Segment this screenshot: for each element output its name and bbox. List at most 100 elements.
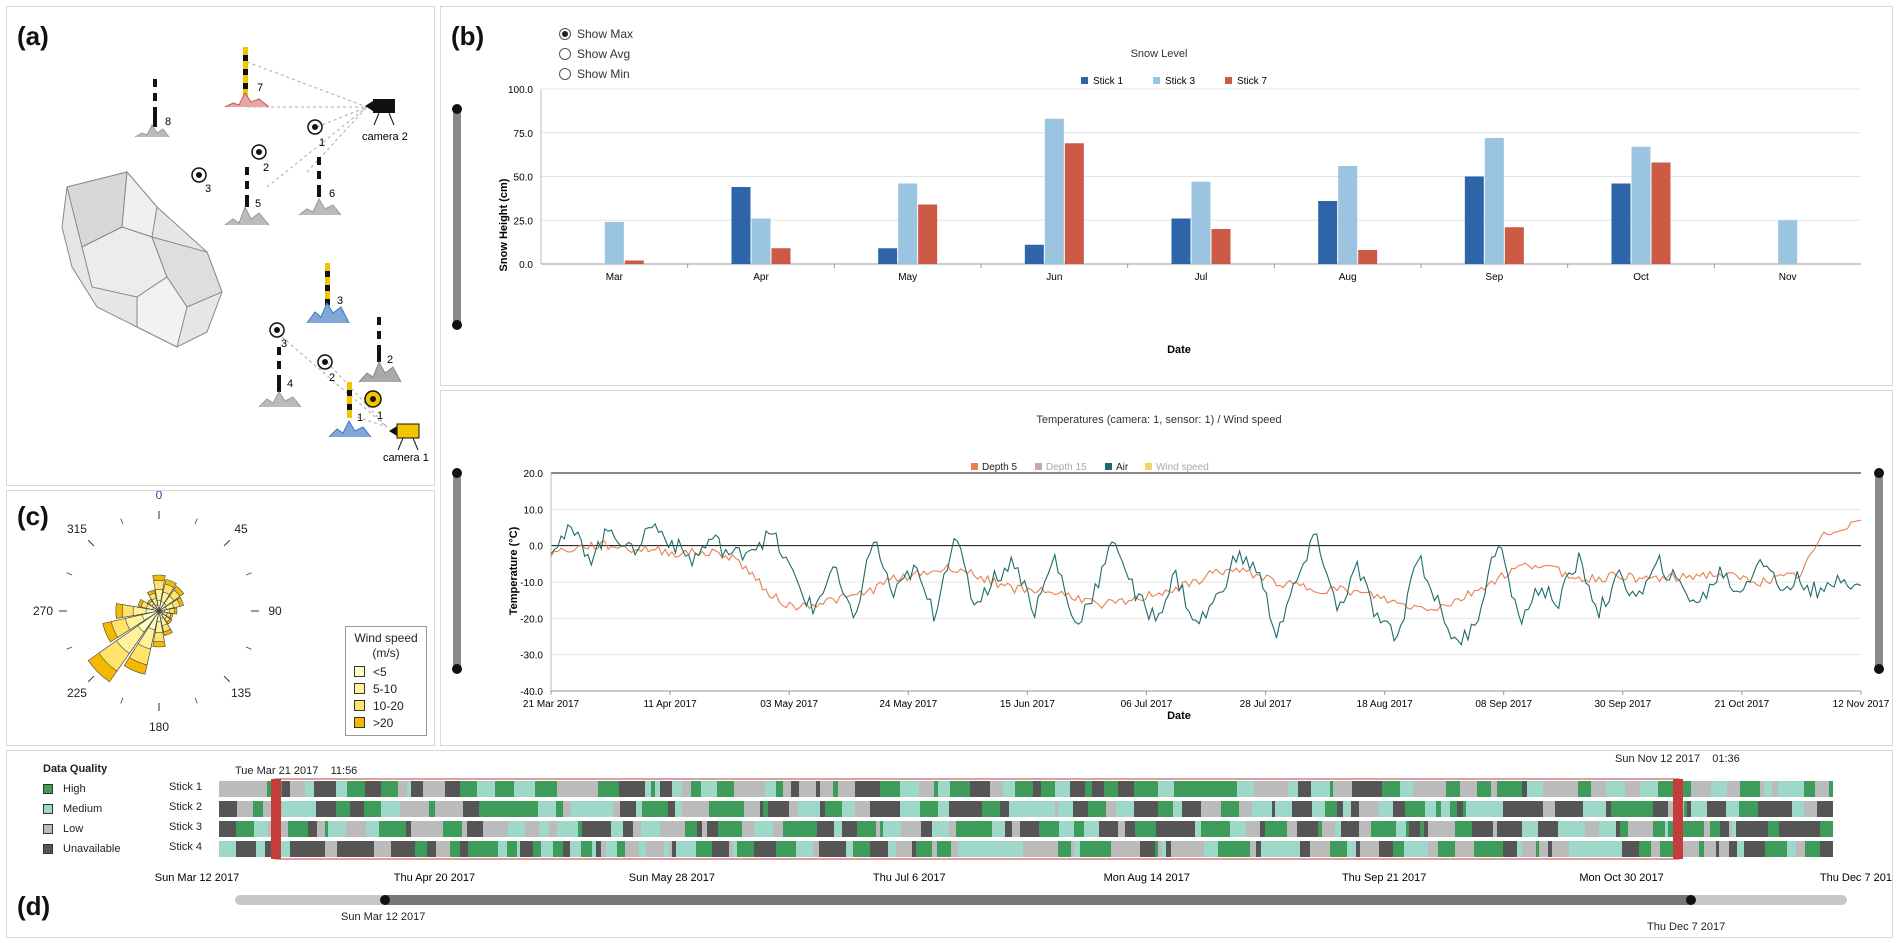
quality-cell — [1514, 821, 1522, 837]
rose-petal[interactable] — [148, 610, 160, 631]
range-end-marker[interactable] — [1673, 779, 1683, 859]
temp-vertical-scrollbar-right[interactable] — [1874, 468, 1884, 674]
quality-cell — [1420, 821, 1424, 837]
rose-petal[interactable] — [158, 606, 167, 612]
quality-cell — [1522, 821, 1538, 837]
rose-petal[interactable] — [145, 608, 160, 614]
legend-label[interactable]: Depth 15 — [1046, 462, 1087, 473]
quality-cell — [1438, 841, 1455, 857]
quality-cell — [536, 841, 541, 857]
snow-vertical-scrollbar[interactable] — [452, 104, 462, 330]
quality-cell — [783, 821, 800, 837]
radio-dot[interactable] — [559, 28, 571, 40]
quality-cell — [305, 781, 314, 797]
temp-y-axis-label: Temperature (°C) — [508, 526, 520, 615]
bar[interactable] — [731, 187, 751, 264]
legend-label[interactable]: Wind speed — [1156, 462, 1209, 473]
quality-cell — [1691, 801, 1707, 817]
show-avg-radio[interactable]: Show Avg — [559, 47, 630, 61]
range-start-marker[interactable] — [271, 779, 281, 859]
x-tick-label: 03 May 2017 — [760, 699, 818, 710]
temp-x-axis-label: Date — [1167, 710, 1191, 722]
bar[interactable] — [918, 204, 938, 265]
bar[interactable] — [1024, 244, 1044, 264]
rose-petal[interactable] — [156, 610, 162, 623]
show-max-radio[interactable]: Show Max — [559, 27, 633, 41]
quality-cell — [733, 841, 737, 857]
rose-angle-label: 45 — [234, 522, 248, 536]
quality-cell — [1058, 841, 1071, 857]
rose-petal[interactable] — [137, 610, 160, 633]
quality-cell — [765, 781, 776, 797]
bar[interactable] — [1211, 229, 1231, 264]
quality-cell — [1744, 841, 1756, 857]
quality-cell — [282, 801, 302, 817]
bar[interactable] — [1338, 166, 1358, 264]
quality-cell — [1519, 801, 1526, 817]
temp-vertical-scrollbar-left[interactable] — [452, 468, 462, 674]
quality-cell — [608, 821, 611, 837]
quality-cell — [337, 841, 343, 857]
bar[interactable] — [1778, 220, 1798, 264]
radio-dot[interactable] — [559, 48, 571, 60]
rose-angle-label: 225 — [67, 686, 87, 700]
quality-cell — [842, 801, 855, 817]
bar[interactable] — [1191, 181, 1211, 264]
bar[interactable] — [1504, 227, 1524, 264]
camera-2-icon — [365, 99, 395, 126]
rose-petal[interactable] — [155, 604, 160, 612]
bar[interactable] — [771, 248, 791, 264]
bar[interactable] — [1484, 138, 1504, 264]
slider-end-label: Thu Dec 7 2017 — [1647, 921, 1726, 933]
sensor-label: 2 — [263, 162, 269, 174]
quality-cell — [696, 841, 712, 857]
quality-cell — [571, 801, 590, 817]
quality-cell — [1732, 821, 1736, 837]
legend-label[interactable]: Air — [1116, 462, 1129, 473]
quality-cell — [1085, 781, 1092, 797]
bar[interactable] — [1044, 118, 1064, 264]
quality-cell — [396, 821, 406, 837]
bar[interactable] — [1171, 218, 1191, 265]
bar[interactable] — [1631, 146, 1651, 264]
quality-cell — [880, 781, 889, 797]
quality-cell — [855, 801, 861, 817]
timeline-slider-range[interactable] — [385, 895, 1691, 905]
bar[interactable] — [604, 222, 624, 264]
quality-cell — [1322, 821, 1326, 837]
rose-petal[interactable] — [156, 599, 162, 612]
bar[interactable] — [1464, 176, 1484, 265]
data-quality-timeline[interactable]: Sun Mar 12 2017 Thu Apr 20 2017 Sun May 28… — [7, 751, 1892, 937]
bar[interactable] — [751, 218, 771, 265]
bar[interactable] — [1611, 183, 1631, 265]
quality-cell — [672, 821, 685, 837]
quality-cell — [1425, 801, 1436, 817]
quality-cell — [633, 821, 641, 837]
slider-end-handle[interactable] — [1686, 895, 1696, 905]
bar[interactable] — [1318, 201, 1338, 264]
stick-label: 8 — [165, 116, 171, 128]
show-min-radio[interactable]: Show Min — [559, 67, 630, 81]
quality-cell — [1792, 801, 1804, 817]
quality-cell — [796, 841, 813, 857]
quality-cell — [281, 841, 285, 857]
bar[interactable] — [1651, 162, 1671, 265]
stick-label: 2 — [387, 354, 393, 366]
rose-petal[interactable] — [158, 610, 164, 619]
quality-cell — [1365, 781, 1382, 797]
dq-legend-unavailable: Unavailable — [43, 839, 120, 859]
quality-cell — [1125, 821, 1135, 837]
quality-cell — [1740, 781, 1760, 797]
bar[interactable] — [898, 183, 918, 265]
bar[interactable] — [1358, 250, 1378, 264]
slider-start-handle[interactable] — [380, 895, 390, 905]
panel-label-b: (b) — [451, 21, 485, 51]
rose-petal[interactable] — [141, 610, 160, 621]
bar[interactable] — [624, 260, 644, 265]
rose-petal[interactable] — [158, 603, 167, 612]
bar[interactable] — [1064, 143, 1084, 264]
quality-cell — [449, 801, 463, 817]
bar[interactable] — [878, 248, 898, 264]
radio-dot[interactable] — [559, 68, 571, 80]
legend-label[interactable]: Depth 5 — [982, 462, 1017, 473]
